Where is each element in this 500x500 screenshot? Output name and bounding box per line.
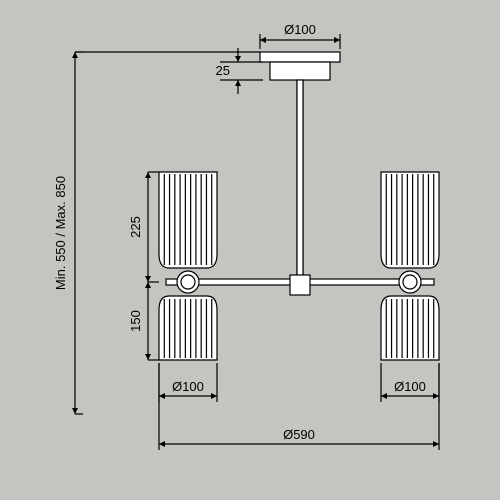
svg-text:225: 225 xyxy=(128,216,143,238)
svg-text:Ø100: Ø100 xyxy=(172,379,204,394)
svg-text:Ø100: Ø100 xyxy=(284,22,316,37)
svg-text:25: 25 xyxy=(216,63,230,78)
svg-text:Ø100: Ø100 xyxy=(394,379,426,394)
svg-text:Ø590: Ø590 xyxy=(283,427,315,442)
technical-drawing: Ø100 25 Min. 550 / Max. 850 225 150 Ø100 Ø100 Ø… xyxy=(0,0,500,500)
svg-text:Min. 550 / Max. 850: Min. 550 / Max. 850 xyxy=(53,176,68,290)
svg-text:150: 150 xyxy=(128,310,143,332)
